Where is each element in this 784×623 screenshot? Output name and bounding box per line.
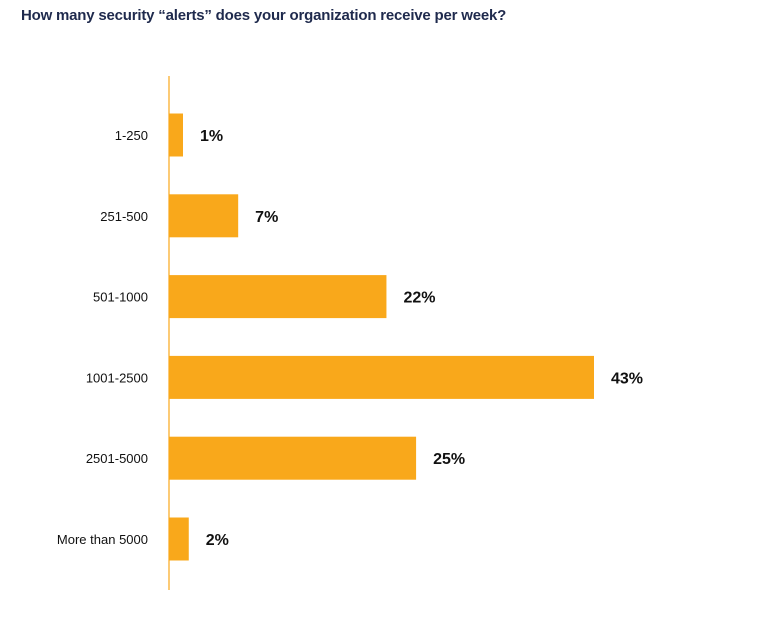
data-label: 25% <box>433 451 465 468</box>
chart-title: How many security “alerts” does your org… <box>21 7 507 24</box>
bar <box>169 113 183 157</box>
category-label: 251-500 <box>100 209 148 224</box>
category-label: More than 5000 <box>57 532 148 547</box>
bar <box>169 517 189 561</box>
data-label: 43% <box>611 370 643 387</box>
data-label: 7% <box>255 209 278 226</box>
category-label: 501-1000 <box>93 290 148 305</box>
bar <box>169 275 387 319</box>
bar <box>169 194 239 238</box>
bar <box>169 355 594 399</box>
category-label: 1001-2500 <box>86 370 148 385</box>
category-label: 1-250 <box>115 128 148 143</box>
data-label: 1% <box>200 128 223 145</box>
bar <box>169 436 417 480</box>
category-label: 2501-5000 <box>86 451 148 466</box>
data-label: 22% <box>403 290 435 307</box>
data-label: 2% <box>206 532 229 549</box>
